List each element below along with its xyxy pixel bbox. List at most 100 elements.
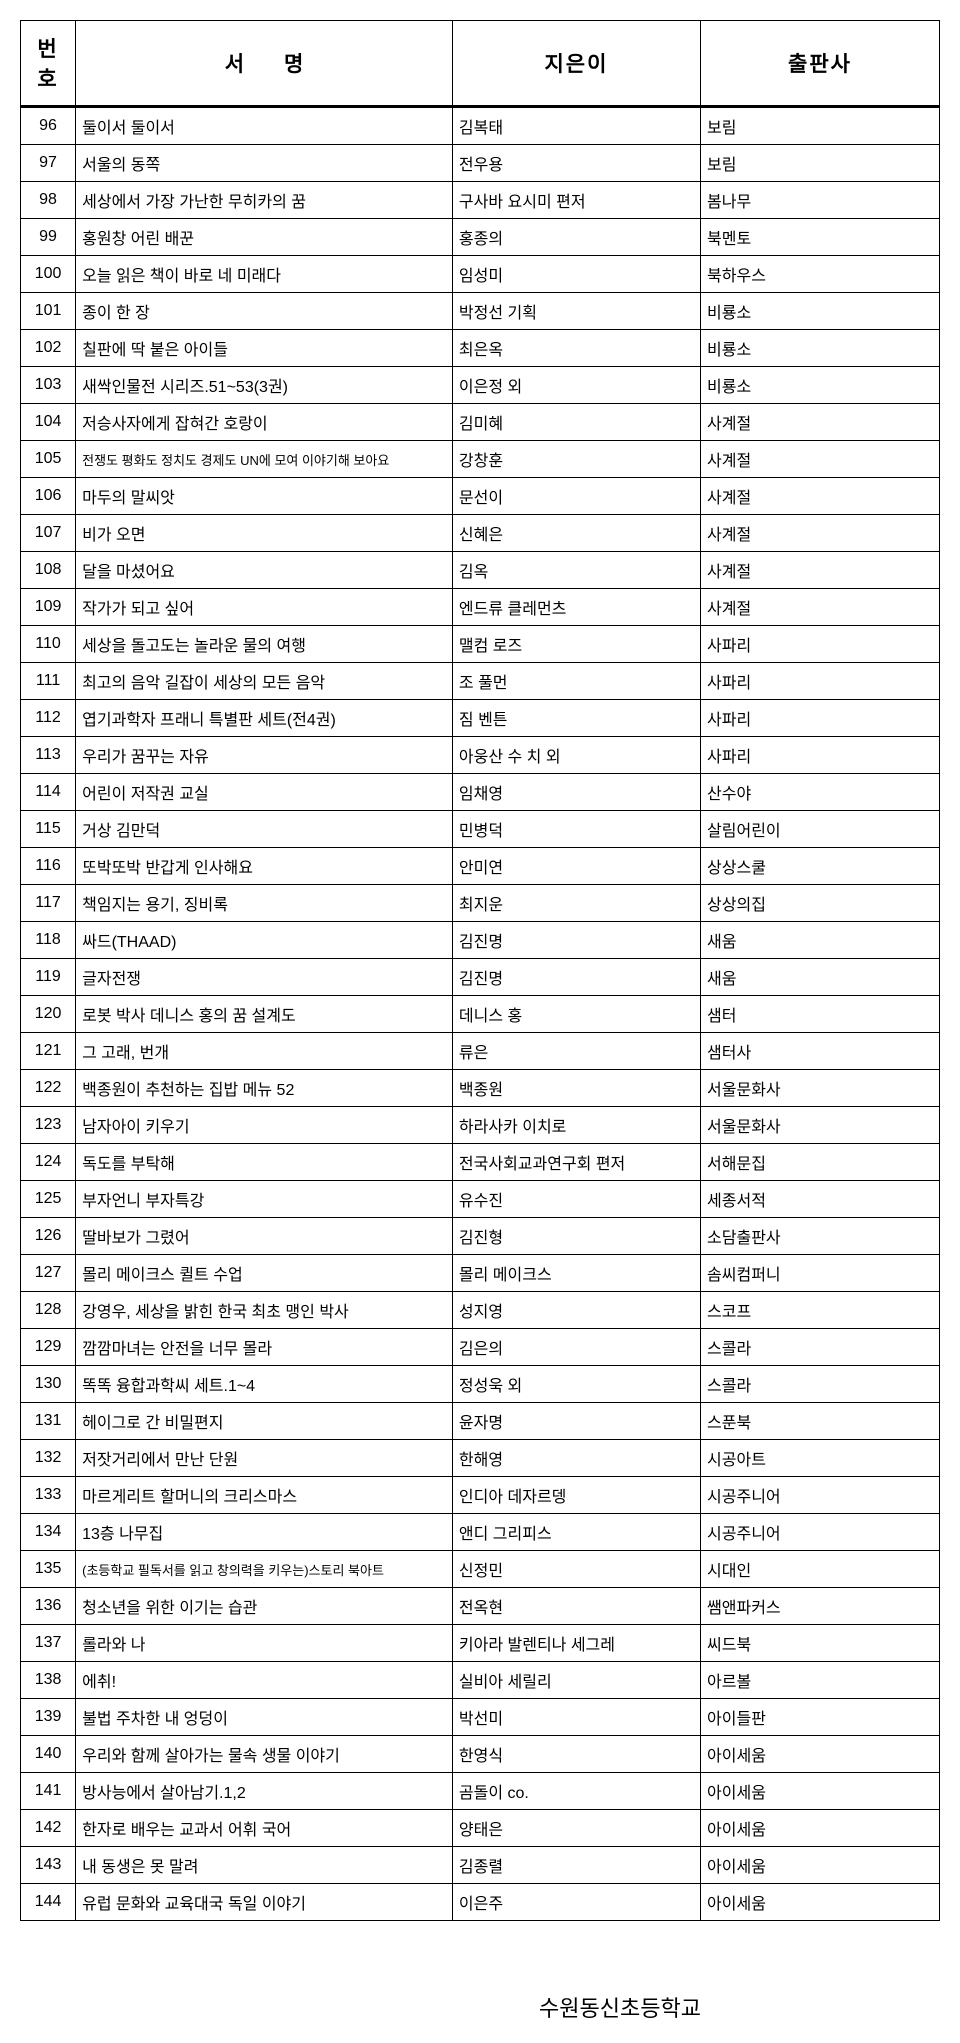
cell-number: 107 — [21, 515, 76, 552]
cell-title: 똑똑 융합과학씨 세트.1~4 — [76, 1366, 453, 1403]
cell-publisher: 샘터사 — [701, 1033, 940, 1070]
table-row: 125부자언니 부자특강유수진세종서적 — [21, 1181, 940, 1218]
cell-publisher: 서해문집 — [701, 1144, 940, 1181]
cell-title: 롤라와 나 — [76, 1625, 453, 1662]
cell-author: 전옥현 — [452, 1588, 700, 1625]
cell-publisher: 스푼북 — [701, 1403, 940, 1440]
cell-number: 142 — [21, 1810, 76, 1847]
cell-publisher: 사파리 — [701, 737, 940, 774]
cell-author: 김진형 — [452, 1218, 700, 1255]
cell-author: 박선미 — [452, 1699, 700, 1736]
cell-number: 102 — [21, 330, 76, 367]
cell-number: 106 — [21, 478, 76, 515]
table-row: 142한자로 배우는 교과서 어휘 국어양태은아이세움 — [21, 1810, 940, 1847]
cell-author: 맬컴 로즈 — [452, 626, 700, 663]
cell-publisher: 시공주니어 — [701, 1477, 940, 1514]
table-row: 113우리가 꿈꾸는 자유아웅산 수 치 외사파리 — [21, 737, 940, 774]
cell-title: 부자언니 부자특강 — [76, 1181, 453, 1218]
book-list-table-container: 번호 서명 지은이 출판사 96둘이서 둘이서김복태보림97서울의 동쪽전우용보… — [20, 20, 940, 1921]
table-row: 115거상 김만덕민병덕살림어린이 — [21, 811, 940, 848]
cell-number: 143 — [21, 1847, 76, 1884]
cell-title: 작가가 되고 싶어 — [76, 589, 453, 626]
table-row: 100오늘 읽은 책이 바로 네 미래다임성미북하우스 — [21, 256, 940, 293]
cell-author: 민병덕 — [452, 811, 700, 848]
table-row: 137롤라와 나키아라 발렌티나 세그레씨드북 — [21, 1625, 940, 1662]
cell-publisher: 사계절 — [701, 404, 940, 441]
cell-title: 둘이서 둘이서 — [76, 107, 453, 145]
cell-number: 137 — [21, 1625, 76, 1662]
cell-publisher: 북하우스 — [701, 256, 940, 293]
cell-title: 방사능에서 살아남기.1,2 — [76, 1773, 453, 1810]
cell-publisher: 사계절 — [701, 515, 940, 552]
cell-number: 123 — [21, 1107, 76, 1144]
table-row: 128강영우, 세상을 밝힌 한국 최초 맹인 박사성지영스코프 — [21, 1292, 940, 1329]
cell-number: 98 — [21, 182, 76, 219]
cell-title: 전쟁도 평화도 정치도 경제도 UN에 모여 이야기해 보아요 — [76, 441, 453, 478]
table-row: 107비가 오면신혜은사계절 — [21, 515, 940, 552]
table-row: 13413층 나무집앤디 그리피스시공주니어 — [21, 1514, 940, 1551]
table-row: 126딸바보가 그렸어김진형소담출판사 — [21, 1218, 940, 1255]
table-row: 99홍원창 어린 배꾼홍종의북멘토 — [21, 219, 940, 256]
cell-author: 인디아 데자르뎅 — [452, 1477, 700, 1514]
cell-author: 김진명 — [452, 959, 700, 996]
table-row: 104저승사자에게 잡혀간 호랑이김미혜사계절 — [21, 404, 940, 441]
table-row: 119글자전쟁김진명새움 — [21, 959, 940, 996]
cell-number: 119 — [21, 959, 76, 996]
cell-author: 최은옥 — [452, 330, 700, 367]
cell-author: 이은정 외 — [452, 367, 700, 404]
cell-title: 최고의 음악 길잡이 세상의 모든 음악 — [76, 663, 453, 700]
cell-title: 그 고래, 번개 — [76, 1033, 453, 1070]
table-row: 114어린이 저작권 교실임채영산수야 — [21, 774, 940, 811]
cell-title: 어린이 저작권 교실 — [76, 774, 453, 811]
table-row: 123남자아이 키우기하라사카 이치로서울문화사 — [21, 1107, 940, 1144]
cell-publisher: 사파리 — [701, 626, 940, 663]
table-row: 122백종원이 추천하는 집밥 메뉴 52백종원서울문화사 — [21, 1070, 940, 1107]
cell-title: 유럽 문화와 교육대국 독일 이야기 — [76, 1884, 453, 1921]
table-row: 144유럽 문화와 교육대국 독일 이야기이은주아이세움 — [21, 1884, 940, 1921]
cell-publisher: 세종서적 — [701, 1181, 940, 1218]
cell-number: 105 — [21, 441, 76, 478]
cell-publisher: 씨드북 — [701, 1625, 940, 1662]
cell-title: 저잣거리에서 만난 단원 — [76, 1440, 453, 1477]
table-row: 111최고의 음악 길잡이 세상의 모든 음악조 풀먼사파리 — [21, 663, 940, 700]
table-row: 138에취!실비아 세릴리아르볼 — [21, 1662, 940, 1699]
cell-title: 또박또박 반갑게 인사해요 — [76, 848, 453, 885]
book-list-table: 번호 서명 지은이 출판사 96둘이서 둘이서김복태보림97서울의 동쪽전우용보… — [20, 20, 940, 1921]
cell-number: 136 — [21, 1588, 76, 1625]
table-row: 102칠판에 딱 붙은 아이들최은옥비룡소 — [21, 330, 940, 367]
cell-author: 곰돌이 co. — [452, 1773, 700, 1810]
cell-publisher: 쌤앤파커스 — [701, 1588, 940, 1625]
cell-title: 비가 오면 — [76, 515, 453, 552]
cell-publisher: 사계절 — [701, 589, 940, 626]
table-row: 140우리와 함께 살아가는 물속 생물 이야기한영식아이세움 — [21, 1736, 940, 1773]
table-row: 132저잣거리에서 만난 단원한해영시공아트 — [21, 1440, 940, 1477]
table-row: 112엽기과학자 프래니 특별판 세트(전4권)짐 벤튼사파리 — [21, 700, 940, 737]
cell-number: 131 — [21, 1403, 76, 1440]
cell-number: 134 — [21, 1514, 76, 1551]
cell-author: 강창훈 — [452, 441, 700, 478]
table-row: 135(초등학교 필독서를 읽고 창의력을 키우는)스토리 북아트신정민시대인 — [21, 1551, 940, 1588]
cell-title: 새싹인물전 시리즈.51~53(3권) — [76, 367, 453, 404]
cell-title: 백종원이 추천하는 집밥 메뉴 52 — [76, 1070, 453, 1107]
table-row: 117책임지는 용기, 징비록최지운상상의집 — [21, 885, 940, 922]
table-row: 101종이 한 장박정선 기획비룡소 — [21, 293, 940, 330]
cell-title: 독도를 부탁해 — [76, 1144, 453, 1181]
cell-number: 120 — [21, 996, 76, 1033]
cell-author: 전우용 — [452, 145, 700, 182]
cell-title: 우리와 함께 살아가는 물속 생물 이야기 — [76, 1736, 453, 1773]
cell-publisher: 봄나무 — [701, 182, 940, 219]
cell-title: 달을 마셨어요 — [76, 552, 453, 589]
cell-number: 113 — [21, 737, 76, 774]
cell-title: 우리가 꿈꾸는 자유 — [76, 737, 453, 774]
cell-author: 신혜은 — [452, 515, 700, 552]
cell-publisher: 사파리 — [701, 700, 940, 737]
table-row: 130똑똑 융합과학씨 세트.1~4정성욱 외스콜라 — [21, 1366, 940, 1403]
table-row: 143내 동생은 못 말려김종렬아이세움 — [21, 1847, 940, 1884]
cell-publisher: 북멘토 — [701, 219, 940, 256]
cell-number: 104 — [21, 404, 76, 441]
cell-number: 138 — [21, 1662, 76, 1699]
cell-number: 121 — [21, 1033, 76, 1070]
cell-number: 110 — [21, 626, 76, 663]
cell-title: 칠판에 딱 붙은 아이들 — [76, 330, 453, 367]
cell-author: 아웅산 수 치 외 — [452, 737, 700, 774]
